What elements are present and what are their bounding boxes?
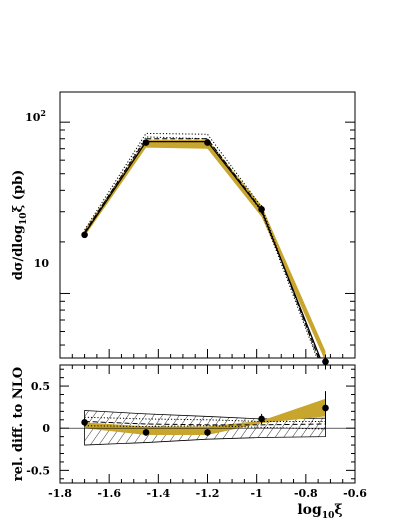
y-tick-100: 102 — [25, 108, 46, 124]
ratio-data-point — [258, 415, 265, 423]
main-data-point — [322, 358, 329, 365]
ratio-series-line-0 — [84, 420, 326, 426]
ratio-points — [81, 391, 329, 436]
x-tick-label: -1.8 — [48, 487, 72, 500]
ratio-y-ticks: -0.5 0 0.5 — [26, 368, 355, 480]
y-tick-10: 10 — [34, 257, 50, 270]
main-data-point — [204, 139, 211, 146]
x-tick-label: -1 — [251, 487, 263, 500]
main-x-ticks — [59, 349, 356, 358]
ratio-data-point — [322, 404, 329, 412]
x-axis-label: log10ξ — [297, 502, 342, 521]
main-y-axis-label: dσ/dlog10ξ (pb) — [11, 170, 29, 280]
ratio-lines — [84, 416, 326, 430]
ratio-y-tick-label: 0 — [42, 422, 50, 435]
x-tick-label: -1.4 — [146, 487, 170, 500]
main-series-line-2 — [84, 132, 319, 358]
main-lines — [84, 132, 321, 358]
x-tick-label: -0.6 — [343, 487, 367, 500]
main-data-point — [258, 205, 265, 213]
ratio-band — [84, 398, 326, 435]
x-tick-label: -1.6 — [97, 487, 121, 500]
main-points — [81, 139, 329, 370]
ratio-y-axis-label: rel. diff. to NLO — [11, 367, 26, 481]
main-y-ticks — [60, 121, 355, 346]
ratio-data-point — [204, 429, 211, 436]
ratio-y-tick-label: 0.5 — [31, 380, 50, 393]
ratio-band-area — [84, 398, 326, 435]
ratio-x-ticks: -1.8 -1.6 -1.4 -1.2 -1 -0.8 -0.6 — [48, 365, 367, 500]
ratio-data-point — [81, 419, 88, 426]
main-panel: 102 10 dσ/dlog10ξ (pb) — [11, 91, 356, 370]
ratio-y-tick-label: -0.5 — [26, 464, 50, 477]
main-series-line-3 — [84, 136, 318, 358]
x-tick-label: -1.2 — [196, 487, 220, 500]
x-tick-label: -0.8 — [294, 487, 318, 500]
main-series-line-1 — [84, 138, 320, 358]
ratio-panel: -0.5 0 0.5 -1.8 -1.6 -1.4 -1.2 -1 -0.8 -0.6 rel.… — [11, 364, 367, 521]
ratio-data-point — [142, 429, 150, 436]
main-data-point — [142, 139, 150, 146]
main-data-point — [81, 231, 88, 239]
